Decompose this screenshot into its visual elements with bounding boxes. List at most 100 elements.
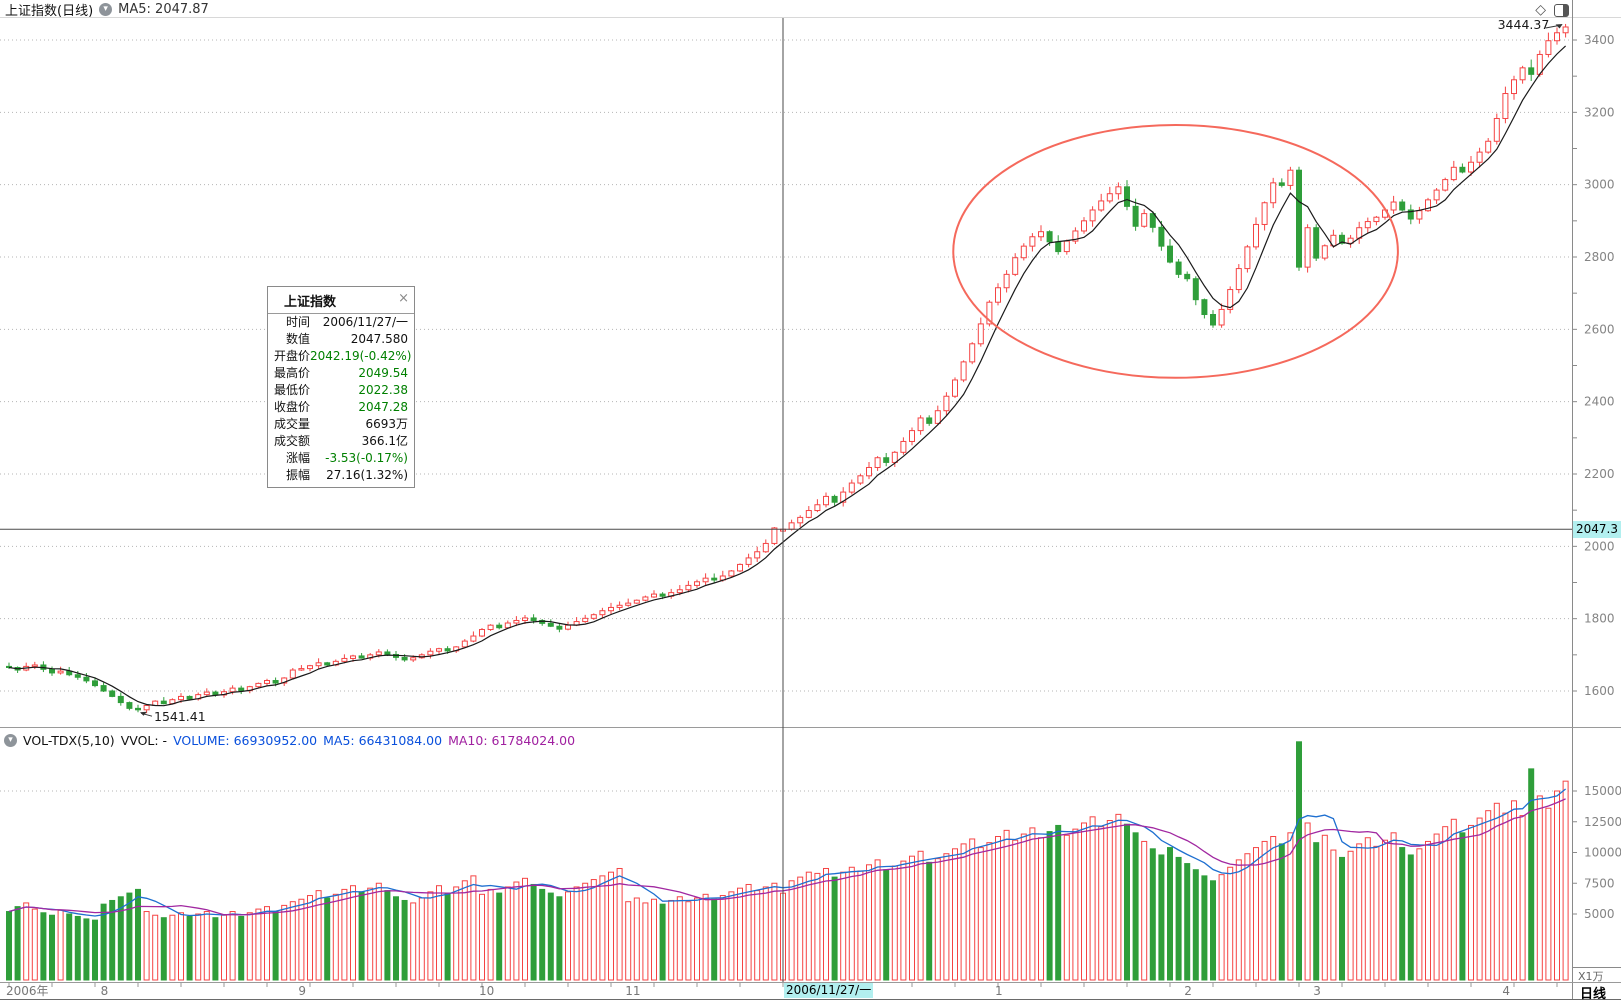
candle-body[interactable] xyxy=(178,695,184,701)
candle-body[interactable] xyxy=(229,687,236,693)
candle-body[interactable] xyxy=(1468,161,1474,173)
volume-bar[interactable] xyxy=(31,908,38,981)
volume-bar[interactable] xyxy=(66,913,73,981)
candle-body[interactable] xyxy=(857,475,864,484)
candle-body[interactable] xyxy=(401,656,408,661)
volume-bar[interactable] xyxy=(264,906,270,981)
candle-body[interactable] xyxy=(470,635,477,642)
volume-bar[interactable] xyxy=(1210,880,1216,981)
volume-bar[interactable] xyxy=(668,899,675,981)
candle-body[interactable] xyxy=(1321,245,1328,259)
volume-bar[interactable] xyxy=(926,861,933,981)
volume-bar[interactable] xyxy=(1184,863,1191,981)
volume-bar[interactable] xyxy=(1167,847,1173,981)
volume-bar[interactable] xyxy=(1442,826,1449,981)
candle-body[interactable] xyxy=(117,695,124,704)
candle-body[interactable] xyxy=(651,593,657,598)
candle-body[interactable] xyxy=(616,604,623,608)
close-icon[interactable]: × xyxy=(398,291,409,306)
candle-body[interactable] xyxy=(203,691,210,696)
volume-bar[interactable] xyxy=(590,879,597,981)
volume-bar[interactable] xyxy=(298,898,305,981)
candle-body[interactable] xyxy=(1270,182,1277,204)
volume-bar[interactable] xyxy=(1562,780,1569,981)
candle-body[interactable] xyxy=(307,665,313,670)
candle-body[interactable] xyxy=(522,617,528,621)
volume-bar[interactable] xyxy=(160,917,167,981)
volume-bar[interactable] xyxy=(92,919,98,981)
volume-bar[interactable] xyxy=(358,891,365,981)
volume-bar[interactable] xyxy=(1261,840,1268,981)
candle-body[interactable] xyxy=(728,570,735,577)
volume-bar[interactable] xyxy=(1330,849,1337,981)
candle-body[interactable] xyxy=(135,707,141,711)
volume-bar[interactable] xyxy=(1468,824,1474,981)
volume-bar[interactable] xyxy=(126,892,133,981)
volume-bar[interactable] xyxy=(74,915,81,981)
candle-body[interactable] xyxy=(883,457,890,463)
volume-bar[interactable] xyxy=(762,886,769,981)
volume-bar[interactable] xyxy=(823,867,829,981)
volume-bar[interactable] xyxy=(1390,832,1397,981)
candle-body[interactable] xyxy=(1476,151,1483,163)
volume-bar[interactable] xyxy=(1519,815,1526,981)
candle-body[interactable] xyxy=(608,606,614,612)
candle-body[interactable] xyxy=(917,417,924,432)
candle-body[interactable] xyxy=(109,690,116,697)
volume-bar[interactable] xyxy=(891,865,898,981)
volume-bar[interactable] xyxy=(1304,822,1311,981)
candle-body[interactable] xyxy=(702,577,709,583)
candle-body[interactable] xyxy=(1063,240,1070,253)
candle-body[interactable] xyxy=(1278,182,1285,186)
volume-bar[interactable] xyxy=(1132,832,1139,981)
volume-bar[interactable] xyxy=(883,869,890,981)
candle-body[interactable] xyxy=(1339,234,1345,244)
volume-bar[interactable] xyxy=(6,911,12,981)
volume-bar[interactable] xyxy=(1502,812,1509,981)
candle-body[interactable] xyxy=(599,610,606,616)
volume-bar[interactable] xyxy=(977,847,984,981)
volume-bar[interactable] xyxy=(582,882,589,981)
volume-bar[interactable] xyxy=(479,893,485,981)
volume-bar[interactable] xyxy=(186,915,193,981)
volume-bar[interactable] xyxy=(1528,768,1535,981)
volume-bar[interactable] xyxy=(1141,840,1148,981)
volume-bar[interactable] xyxy=(599,875,606,981)
volume-bar[interactable] xyxy=(917,850,924,981)
volume-bar[interactable] xyxy=(513,881,520,981)
volume-bar[interactable] xyxy=(1124,823,1130,981)
volume-bar[interactable] xyxy=(1339,856,1345,981)
candle-body[interactable] xyxy=(823,495,829,506)
volume-bar[interactable] xyxy=(1545,807,1552,981)
volume-bar[interactable] xyxy=(1149,848,1156,981)
volume-bar[interactable] xyxy=(840,871,847,981)
volume-bar[interactable] xyxy=(375,882,382,981)
candle-body[interactable] xyxy=(582,617,589,623)
candle-body[interactable] xyxy=(1244,246,1251,270)
candle-body[interactable] xyxy=(496,624,503,629)
candle-body[interactable] xyxy=(1562,26,1569,34)
volume-bar[interactable] xyxy=(1364,837,1371,981)
candle-body[interactable] xyxy=(315,662,322,667)
volume-bar[interactable] xyxy=(719,895,726,981)
candle-body[interactable] xyxy=(1253,223,1259,248)
volume-bar[interactable] xyxy=(1554,790,1560,981)
candle-body[interactable] xyxy=(1132,205,1139,227)
volume-bar[interactable] xyxy=(1218,874,1225,981)
candle-body[interactable] xyxy=(659,593,666,597)
volume-bar[interactable] xyxy=(23,902,30,981)
volume-bar[interactable] xyxy=(1459,832,1466,981)
volume-bar[interactable] xyxy=(350,885,356,981)
candle-body[interactable] xyxy=(375,651,382,656)
candle-body[interactable] xyxy=(160,700,167,705)
candle-body[interactable] xyxy=(6,665,12,668)
volume-bar[interactable] xyxy=(539,888,546,981)
candle-body[interactable] xyxy=(1081,220,1087,232)
volume-bar[interactable] xyxy=(771,882,778,981)
candle-body[interactable] xyxy=(1141,213,1148,227)
volume-bar[interactable] xyxy=(608,871,614,981)
candle-body[interactable] xyxy=(410,657,417,661)
volume-bar[interactable] xyxy=(195,913,202,981)
volume-bar[interactable] xyxy=(960,843,967,981)
